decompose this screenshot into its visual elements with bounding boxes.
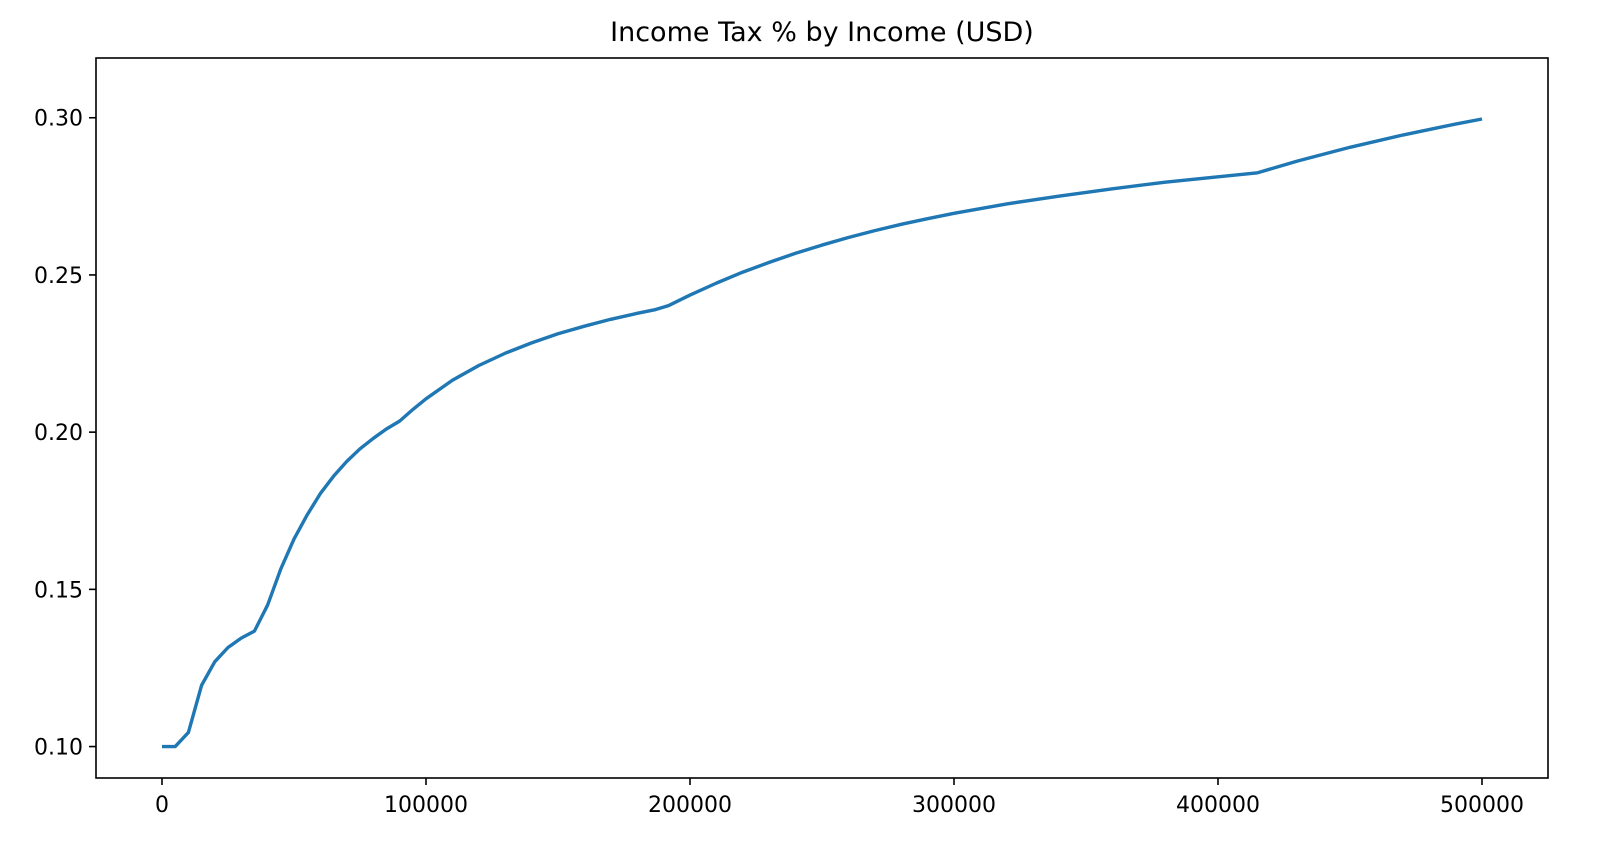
y-axis: 0.10 0.15 0.20 0.25 0.30 [34,107,96,761]
series-line [162,117,1483,749]
x-tick-label: 400000 [1176,793,1260,818]
x-tick-label: 100000 [384,793,468,818]
y-tick-label: 0.20 [34,421,83,446]
chart-title: Income Tax % by Income (USD) [610,17,1034,48]
series-layer [162,117,1483,749]
y-tick-label: 0.15 [34,578,83,603]
y-tick-label: 0.10 [34,736,83,761]
y-tick-label: 0.30 [34,107,83,132]
x-tick-label: 0 [155,793,169,818]
y-tick-label: 0.25 [34,264,83,289]
plot-area-frame [95,57,1549,779]
x-axis: 0 100000 200000 300000 400000 500000 [155,778,1524,818]
x-tick-label: 500000 [1440,793,1524,818]
x-tick-label: 200000 [648,793,732,818]
x-tick-label: 300000 [912,793,996,818]
